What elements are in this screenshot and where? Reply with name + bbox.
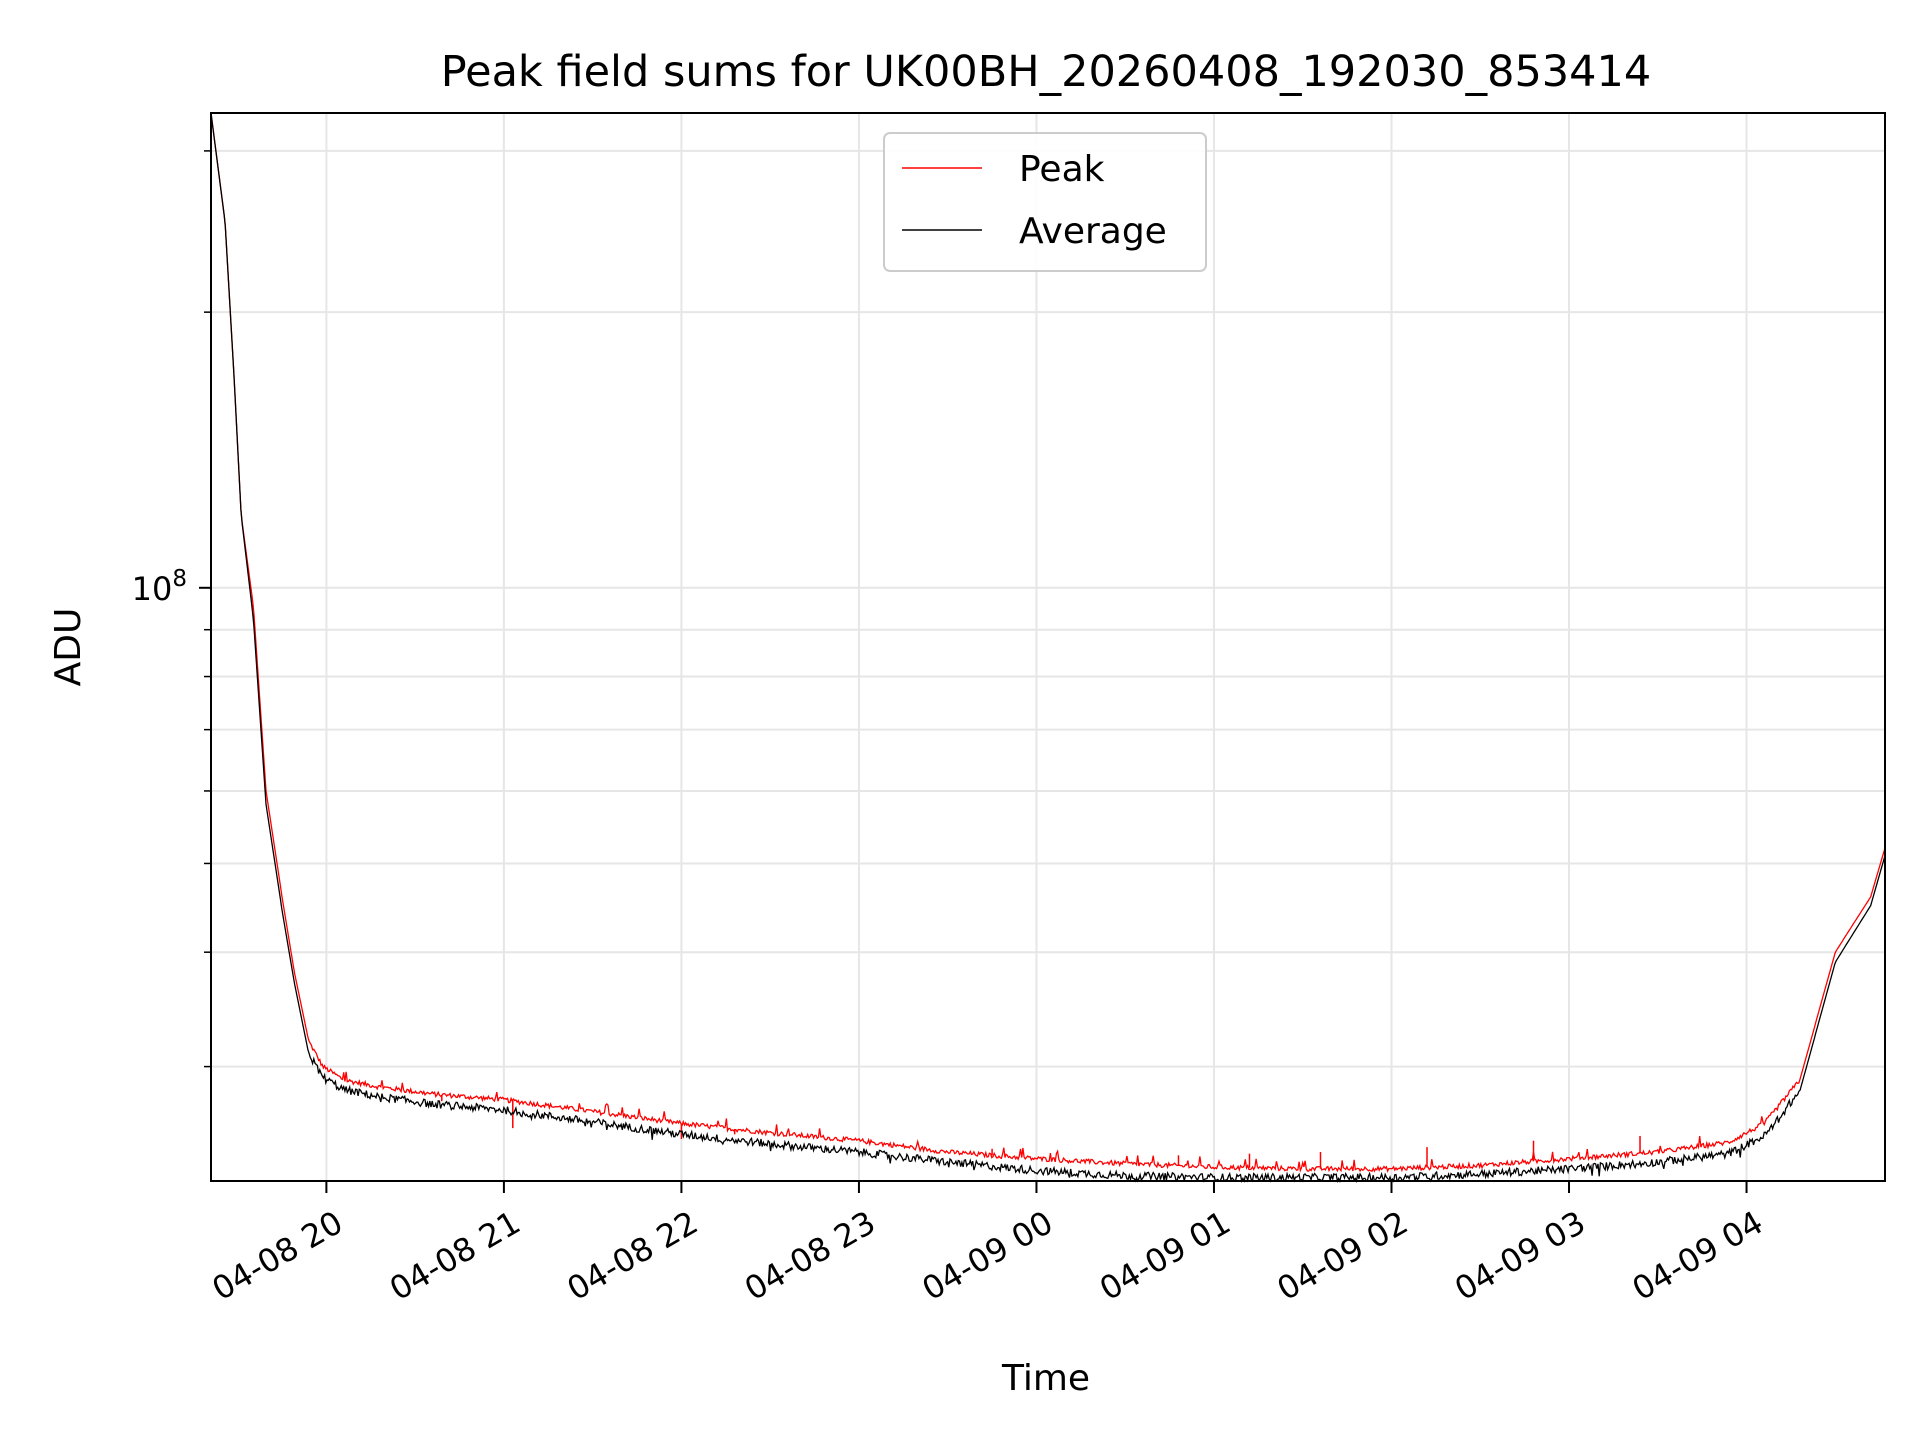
series-line-peak [210, 112, 1886, 1173]
y-axis: 108 [132, 150, 211, 1068]
y-tick-label-exponent: 8 [172, 566, 187, 592]
grid [211, 113, 1885, 1181]
chart-title: Peak field sums for UK00BH_20260408_1920… [441, 47, 1652, 97]
legend: Peak Average [883, 132, 1207, 272]
y-axis-label: ADU [48, 608, 89, 687]
y-tick-label: 108 [132, 566, 187, 608]
x-axis-label: Time [1001, 1358, 1090, 1399]
plot-frame [210, 112, 1886, 1182]
legend-average-label: Average [1019, 211, 1167, 252]
series-layer [210, 112, 1886, 1184]
series-line-average [210, 112, 1886, 1184]
y-tick-label-base: 10 [132, 570, 173, 608]
legend-peak-label: Peak [1019, 149, 1105, 190]
